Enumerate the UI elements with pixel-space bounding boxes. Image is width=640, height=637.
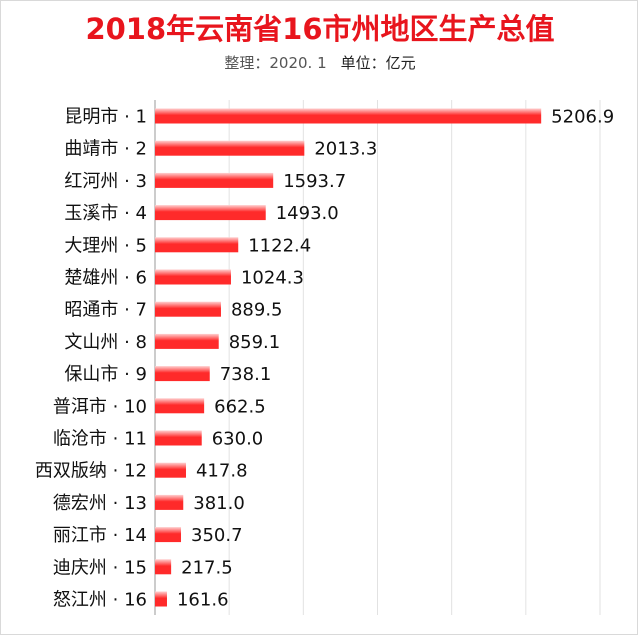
bar <box>155 140 305 156</box>
value-label: 381.0 <box>193 493 245 514</box>
bar <box>155 269 231 285</box>
category-label: 大理州 · 5 <box>64 235 147 256</box>
bar <box>155 462 186 478</box>
category-label: 丽江市 · 14 <box>53 525 147 546</box>
bars <box>155 108 542 607</box>
category-label: 昭通市 · 7 <box>64 300 147 321</box>
value-label: 738.1 <box>220 364 272 385</box>
bar <box>155 559 172 575</box>
chart-title: 2018年云南省16市州地区生产总值 <box>85 12 555 46</box>
category-label: 普洱市 · 10 <box>53 396 147 417</box>
bar <box>155 205 266 221</box>
bar <box>155 301 221 317</box>
unit-label: 单位：亿元 <box>340 54 416 72</box>
category-label: 保山市 · 9 <box>64 364 147 385</box>
value-label: 889.5 <box>231 300 283 321</box>
category-label: 德宏州 · 13 <box>53 493 147 514</box>
category-label: 玉溪市 · 4 <box>64 203 147 224</box>
bar <box>155 333 219 349</box>
bar <box>155 366 210 382</box>
value-label: 5206.9 <box>551 107 614 128</box>
category-label: 昆明市 · 1 <box>64 107 147 128</box>
value-label: 350.7 <box>191 525 243 546</box>
value-label: 1593.7 <box>283 171 346 192</box>
value-label: 161.6 <box>177 590 229 611</box>
value-label: 1493.0 <box>276 203 339 224</box>
category-label: 迪庆州 · 15 <box>53 557 147 578</box>
bar <box>155 398 205 414</box>
chart-subtitle: 整理：2020. 1 单位：亿元 <box>0 52 640 73</box>
value-label: 1122.4 <box>248 235 311 256</box>
category-label: 楚雄州 · 6 <box>64 268 147 289</box>
category-label: 怒江州 · 16 <box>53 590 147 611</box>
bar <box>155 430 202 446</box>
category-label: 西双版纳 · 12 <box>35 461 147 482</box>
labels: 昆明市 · 1 5206.9 曲靖市 · 2 2013.3 红河州 · 3 1593.7 玉… <box>35 107 614 611</box>
category-label: 曲靖市 · 2 <box>64 139 147 160</box>
bar <box>155 237 239 253</box>
bar <box>155 172 274 188</box>
value-label: 630.0 <box>212 429 264 450</box>
value-label: 859.1 <box>229 332 281 353</box>
category-label: 红河州 · 3 <box>64 171 147 192</box>
category-label: 文山州 · 8 <box>64 332 147 353</box>
bar <box>155 108 542 124</box>
value-label: 662.5 <box>214 396 266 417</box>
value-label: 1024.3 <box>241 268 304 289</box>
value-label: 417.8 <box>196 461 248 482</box>
bar <box>155 527 182 543</box>
category-label: 临沧市 · 11 <box>53 429 147 450</box>
bar <box>155 494 184 510</box>
bar <box>155 591 167 607</box>
value-label: 2013.3 <box>314 139 377 160</box>
source-note: 整理：2020. 1 <box>224 54 327 72</box>
value-label: 217.5 <box>181 557 233 578</box>
